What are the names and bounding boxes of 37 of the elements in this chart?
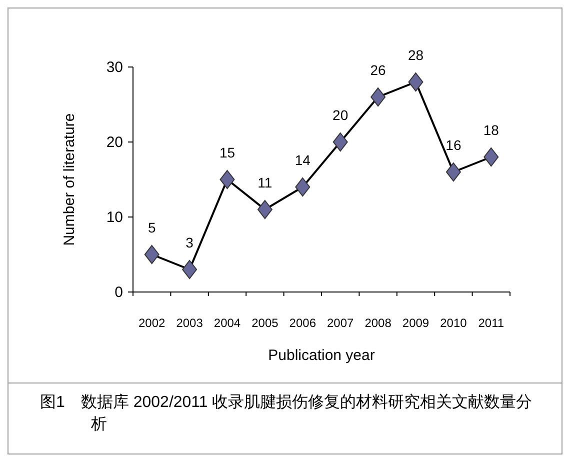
data-label: 14: [294, 152, 311, 168]
data-label: 15: [219, 144, 236, 160]
x-tick-label: 2010: [440, 316, 468, 330]
data-label: 16: [446, 137, 462, 153]
caption: 图1 数据库 2002/2011 收录肌腱损伤修复的材料研究相关文献数量分析: [40, 392, 534, 435]
x-tick-label: 2011: [478, 316, 504, 330]
data-label: 11: [258, 174, 272, 190]
data-label: 18: [483, 122, 500, 138]
data-label: 20: [332, 107, 348, 123]
x-tick-label: 2002: [138, 316, 166, 330]
y-axis-title: Number of literature: [61, 113, 78, 246]
y-tick-label: 30: [106, 59, 123, 76]
x-tick-label: 2009: [402, 316, 430, 330]
x-tick-label: 2008: [364, 316, 392, 330]
point: [332, 132, 348, 152]
x-tick-label: 2004: [214, 316, 241, 330]
data-label: 3: [186, 234, 194, 250]
x-tick-label: 2005: [252, 316, 279, 330]
point: [257, 200, 272, 219]
point: [484, 148, 499, 166]
point: [182, 260, 198, 279]
data-label: 28: [408, 47, 424, 63]
x-axis-title: Publication year: [268, 347, 375, 364]
x-tick-label: 2007: [327, 316, 354, 330]
point: [144, 245, 160, 264]
point: [295, 178, 310, 196]
y-tick-label: 20: [106, 134, 123, 151]
point: [220, 170, 235, 189]
point: [446, 162, 461, 182]
point: [370, 88, 386, 106]
y-tick-label: 10: [106, 209, 123, 226]
point: [408, 72, 424, 92]
x-tick-label: 2003: [176, 316, 204, 330]
y-tick-label: 0: [114, 284, 123, 301]
x-tick-label: 2006: [289, 316, 316, 330]
data-label: 5: [148, 220, 156, 236]
data-label: 26: [370, 62, 386, 78]
